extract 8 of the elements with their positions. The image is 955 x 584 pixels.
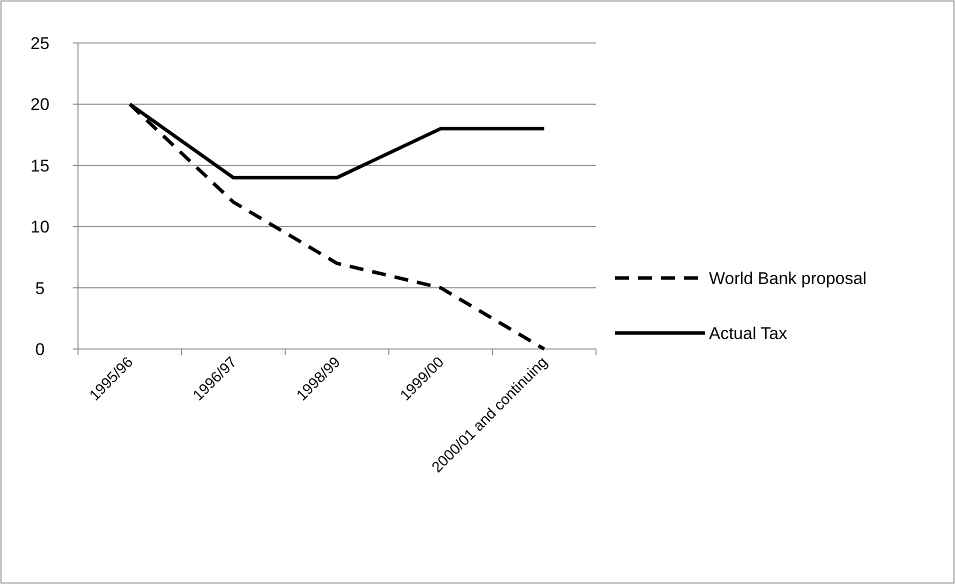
y-tick-label: 10 <box>30 218 50 237</box>
y-tick-label: 5 <box>35 278 45 298</box>
y-tick-label: 0 <box>35 340 45 359</box>
legend-label: World Bank proposal <box>709 268 866 288</box>
legend-label: Actual Tax <box>709 324 788 343</box>
y-tick-label: 25 <box>30 34 50 53</box>
y-tick-label: 15 <box>30 156 50 176</box>
y-tick-label: 20 <box>30 95 50 114</box>
